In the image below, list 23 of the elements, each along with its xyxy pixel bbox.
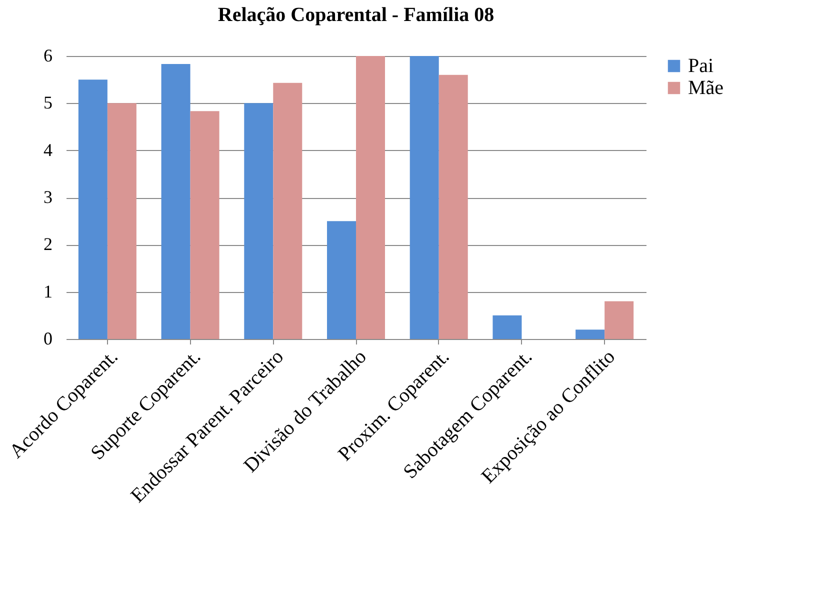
bar: [273, 82, 302, 339]
legend-label: Pai: [688, 55, 714, 77]
y-tick-label: 2: [44, 234, 52, 254]
bar: [190, 111, 220, 339]
bar: [604, 301, 634, 339]
bar: [576, 330, 605, 339]
y-tick-label: 4: [44, 140, 52, 160]
y-tick-label: 5: [44, 92, 52, 113]
y-tick-label: 3: [44, 187, 52, 207]
bar: [78, 80, 108, 339]
bar: [327, 221, 356, 339]
y-tick-label: 1: [44, 281, 52, 302]
y-tick-label: 0: [44, 328, 52, 348]
chart-title: Relação Coparental - Família 08: [218, 4, 494, 26]
bar: [161, 64, 190, 339]
bar: [438, 74, 468, 339]
bar: [356, 56, 385, 339]
bar: [410, 56, 439, 339]
bar: [107, 103, 136, 339]
bar: [492, 315, 522, 339]
legend-label: Mãe: [688, 77, 724, 99]
y-tick-label: 6: [44, 46, 52, 66]
bar: [244, 103, 274, 339]
